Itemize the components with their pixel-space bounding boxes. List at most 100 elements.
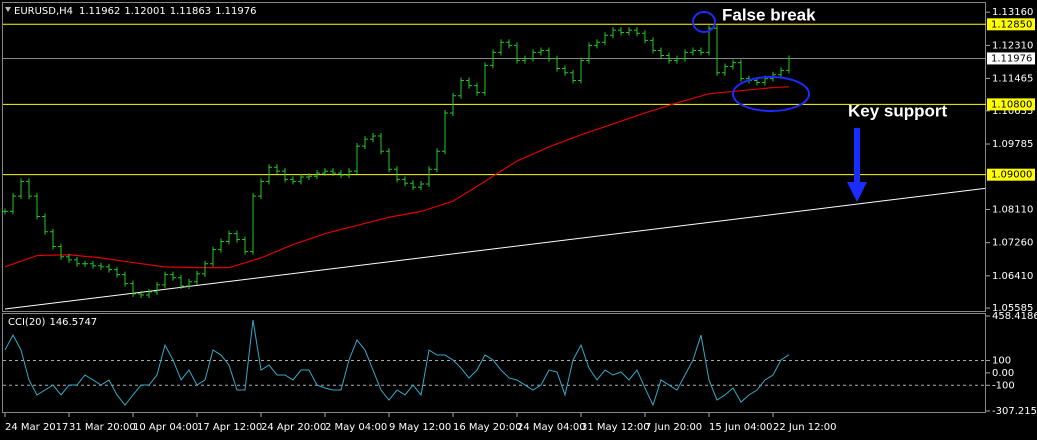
price-bar [202,260,208,277]
cci-panel [2,313,986,413]
price-bar [370,133,376,143]
price-bar [458,77,464,99]
price-bar [394,166,400,183]
x-tick-label: 10 Apr 04:00 [133,422,198,433]
price-bar [170,271,176,281]
price-bar [466,77,472,89]
price-bar [274,164,280,175]
y-tick-label: 1.06410 [992,271,1033,282]
price-bar [738,59,744,82]
moving-average [4,86,790,269]
y-tick-label: 458.4186 [992,311,1037,322]
price-bar [130,280,136,297]
price-bar [578,57,584,84]
price-bar [378,133,384,155]
price-bar [530,49,536,62]
price-bar [650,37,656,54]
cci-title: CCI(20) [8,317,46,328]
price-bar [538,47,544,56]
y-tick-label: 1.12310 [992,40,1033,51]
price-bar [714,25,720,76]
false-break-circle [692,11,716,33]
price-bar [298,174,304,185]
price-bar [418,181,424,191]
price-box [987,52,1035,65]
price-bar [42,213,48,235]
price-bar [442,109,448,155]
price-bar [586,42,592,64]
price-bar [514,42,520,64]
cci-last: 146.5747 [49,317,97,328]
x-tick-label: 31 May 12:00 [581,422,650,433]
level-box [987,18,1035,31]
x-tick-label: 31 Mar 20:00 [69,422,136,433]
x-tick-label: 17 Apr 12:00 [197,422,262,433]
price-bar [186,278,192,290]
level-label: 1.12850 [991,19,1032,30]
price-bar [290,176,296,185]
y-tick-label: 1.07260 [992,238,1033,249]
price-bar [210,246,216,267]
price-bar [570,69,576,84]
x-tick-label: 22 Jun 12:00 [773,422,837,433]
level-label: 1.09000 [991,170,1032,181]
price-bar [306,173,312,181]
price-bar [778,67,784,78]
x-tick-label: 24 May 04:00 [517,422,586,433]
price-bar [730,59,736,70]
price-bar [106,263,112,273]
price-bar [482,62,488,96]
header: EURUSD,H4 1.11962 1.12001 1.11863 1.11976 [14,6,256,17]
price-bar [26,178,32,200]
open: 1.11962 [79,6,120,17]
price-bar [402,176,408,187]
price-bar [506,39,512,49]
plot: 1.13160 1.12310 1.11465 1.10635 1.09785 1.081… [2,7,1037,433]
price-bar [146,288,152,298]
price-bar [450,92,456,116]
price-bar [666,52,672,64]
price-bar [658,47,664,59]
price-bar [98,262,104,270]
symbol: EURUSD,H4 [14,6,73,17]
trend-line [4,187,986,310]
price-bar [66,253,72,263]
level-label: 1.10800 [991,99,1032,110]
price-bar [258,178,264,200]
price-bar [50,228,56,250]
x-tick-label: 9 May 12:00 [389,422,451,433]
price-bar [698,47,704,56]
y-tick-label: 1.11465 [992,73,1033,84]
price-bar [178,274,184,290]
price-bar [114,266,120,278]
price-bar [386,148,392,173]
price-bar [522,55,528,64]
price-bar [634,27,640,37]
price-bar [2,208,8,215]
annotation: False break [722,5,816,24]
x-tick-label: 7 Jun 20:00 [645,422,702,433]
price-bar [362,136,368,150]
price-bar [218,238,224,253]
price-bar [410,180,416,191]
price-bar [602,32,608,46]
price-bar [90,260,96,269]
price-bar [426,166,432,188]
price-bar [722,63,728,76]
support-ellipse [732,76,810,112]
price-bar [250,193,256,255]
price-bar [226,230,232,245]
level-box [987,98,1035,111]
y-tick-label: 100 [992,355,1011,366]
price-label: 1.11976 [991,53,1032,64]
price-bar [554,55,560,72]
y-tick-label: 1.05585 [992,303,1033,314]
price-bar [786,55,792,74]
price-bar [82,260,88,267]
cci-line [4,319,790,407]
price-bar [194,270,200,285]
price-bar [642,30,648,44]
price-bar [674,55,680,64]
annotation: Key support [848,101,948,120]
